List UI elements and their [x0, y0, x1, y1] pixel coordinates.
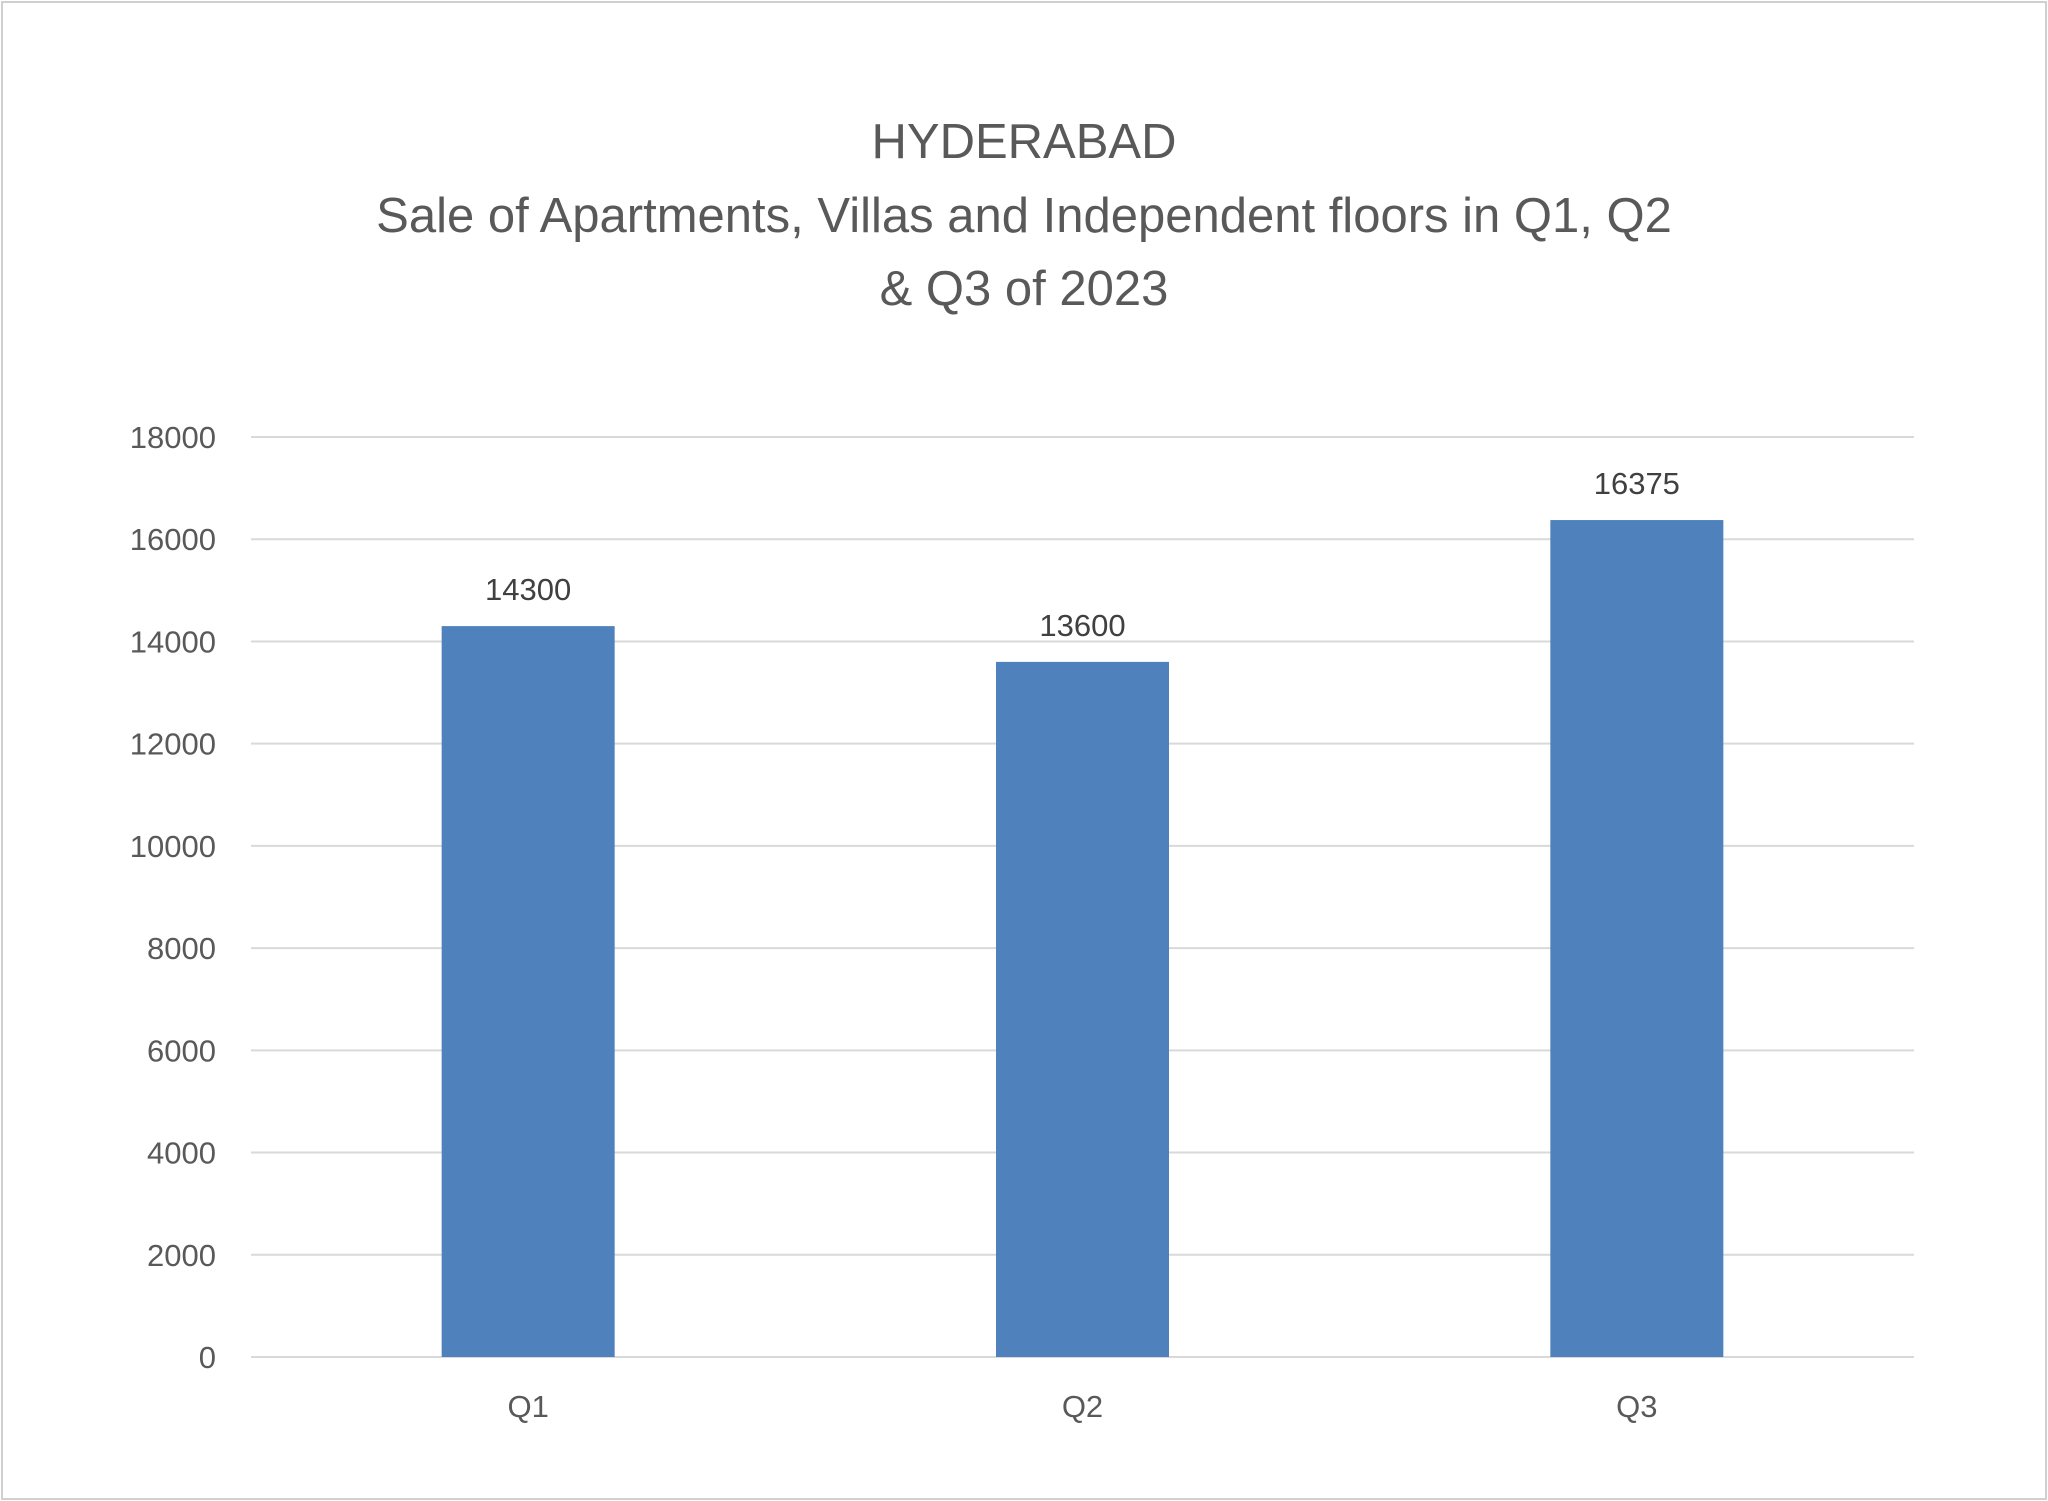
chart-title-line-3: & Q3 of 2023: [879, 262, 1169, 316]
y-tick-label-8000: 8000: [147, 931, 216, 966]
data-label-q1: 14300: [485, 572, 571, 607]
y-tick-label-2000: 2000: [147, 1238, 216, 1273]
chart-title-line-1: HYDERABAD: [871, 115, 1177, 169]
y-tick-label-0: 0: [199, 1340, 216, 1375]
data-label-q3: 16375: [1594, 466, 1680, 501]
data-label-q2: 13600: [1039, 608, 1125, 643]
y-tick-label-16000: 16000: [130, 522, 216, 557]
y-tick-label-12000: 12000: [130, 727, 216, 762]
y-tick-label-18000: 18000: [130, 420, 216, 455]
x-tick-label-q2: Q2: [1062, 1389, 1103, 1424]
y-tick-label-14000: 14000: [130, 624, 216, 659]
y-tick-label-4000: 4000: [147, 1136, 216, 1171]
bar-q2: [996, 661, 1169, 1357]
bar-q3: [1550, 520, 1724, 1357]
y-tick-label-6000: 6000: [147, 1033, 216, 1068]
chart-title-line-2: Sale of Apartments, Villas and Independe…: [376, 189, 1672, 243]
bar-q1: [441, 626, 615, 1357]
x-tick-label-q1: Q1: [507, 1389, 548, 1424]
y-tick-label-10000: 10000: [130, 829, 216, 864]
x-tick-label-q3: Q3: [1616, 1389, 1657, 1424]
